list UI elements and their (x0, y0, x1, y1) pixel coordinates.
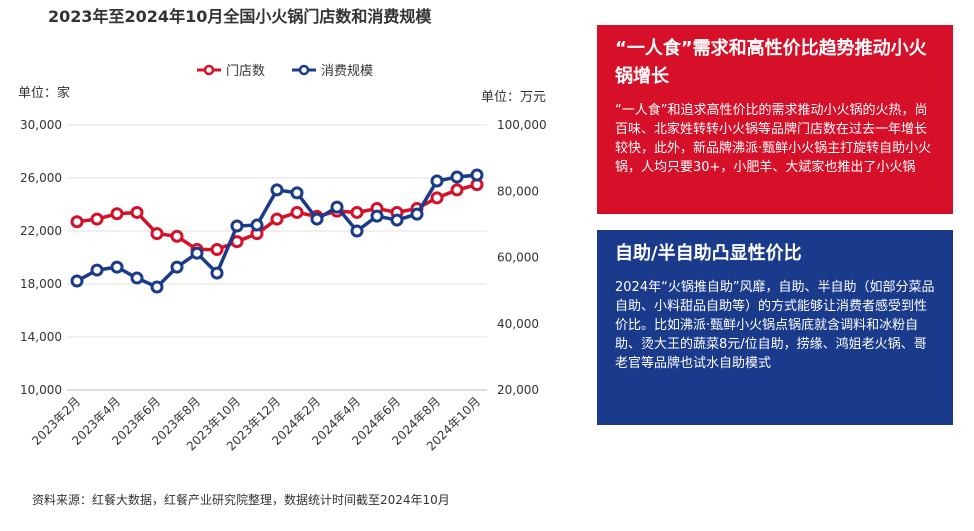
marker (350, 205, 364, 219)
y2-tick-label: 20,000 (497, 383, 539, 397)
marker (290, 186, 304, 200)
marker (310, 212, 324, 226)
legend-label: 门店数 (226, 64, 265, 79)
marker (250, 218, 264, 232)
marker (210, 266, 224, 280)
marker (190, 246, 204, 260)
panel-text: 2024年“火锅推自助”风靡，自助、半自助（如部分菜品自助、小料甜品自助等）的方… (615, 280, 935, 371)
y2-tick-label: 60,000 (497, 251, 539, 265)
y-tick-label: 18,000 (20, 277, 62, 291)
marker (350, 224, 364, 238)
marker (150, 280, 164, 294)
panel-text: “一人食”和追求高性价比的需求推动小火锅的火热，尚百味、北家姓转转小火锅等品牌门… (615, 103, 932, 175)
y-tick-label: 14,000 (20, 330, 62, 344)
legend-label: 消费规模 (321, 64, 373, 79)
marker (270, 212, 284, 226)
marker (370, 209, 384, 223)
y-tick-label: 30,000 (20, 118, 62, 132)
panel-red: “一人食”需求和高性价比趋势推动小火锅增长 “一人食”和追求高性价比的需求推动小… (597, 25, 953, 214)
marker (270, 183, 284, 197)
marker (70, 274, 84, 288)
marker (230, 219, 244, 233)
source: 资料来源：红餐大数据，红餐产业研究院整理，数据统计时间截至2024年10月 (32, 492, 450, 507)
legend-marker (203, 64, 215, 76)
marker (410, 207, 424, 221)
marker (470, 168, 484, 182)
marker (430, 191, 444, 205)
y2-tick-label: 80,000 (497, 184, 539, 198)
marker (130, 271, 144, 285)
marker (110, 207, 124, 221)
y2-tick-label: 40,000 (497, 317, 539, 331)
marker (70, 215, 84, 229)
marker (90, 263, 104, 277)
panel-title: 自助/半自助凸显性价比 (615, 243, 802, 264)
chart-title: 2023年至2024年10月全国小火锅门店数和消费规模 (48, 7, 432, 26)
marker (150, 227, 164, 241)
y-tick-label: 22,000 (20, 224, 62, 238)
marker (210, 243, 224, 257)
legend-marker (298, 64, 310, 76)
y-tick-label: 26,000 (20, 171, 62, 185)
y-axis-label: 单位：家 (18, 85, 70, 101)
y2-tick-label: 100,000 (497, 118, 547, 132)
panel-blue: 自助/半自助凸显性价比 2024年“火锅推自助”风靡，自助、半自助（如部分菜品自… (597, 230, 953, 425)
marker (110, 260, 124, 274)
y-tick-label: 10,000 (20, 383, 62, 397)
marker (390, 213, 404, 227)
marker (130, 205, 144, 219)
marker (170, 260, 184, 274)
y2-axis-label: 单位：万元 (481, 90, 546, 105)
marker (450, 183, 464, 197)
marker (430, 174, 444, 188)
marker (290, 205, 304, 219)
marker (450, 170, 464, 184)
panel-title: “一人食”需求和高性价比趋势推动小火锅增长 (615, 38, 927, 87)
marker (330, 200, 344, 214)
marker (170, 229, 184, 243)
chart: 2023年至2024年10月全国小火锅门店数和消费规模 单位：家 单位：万元 资… (18, 7, 547, 507)
marker (90, 212, 104, 226)
